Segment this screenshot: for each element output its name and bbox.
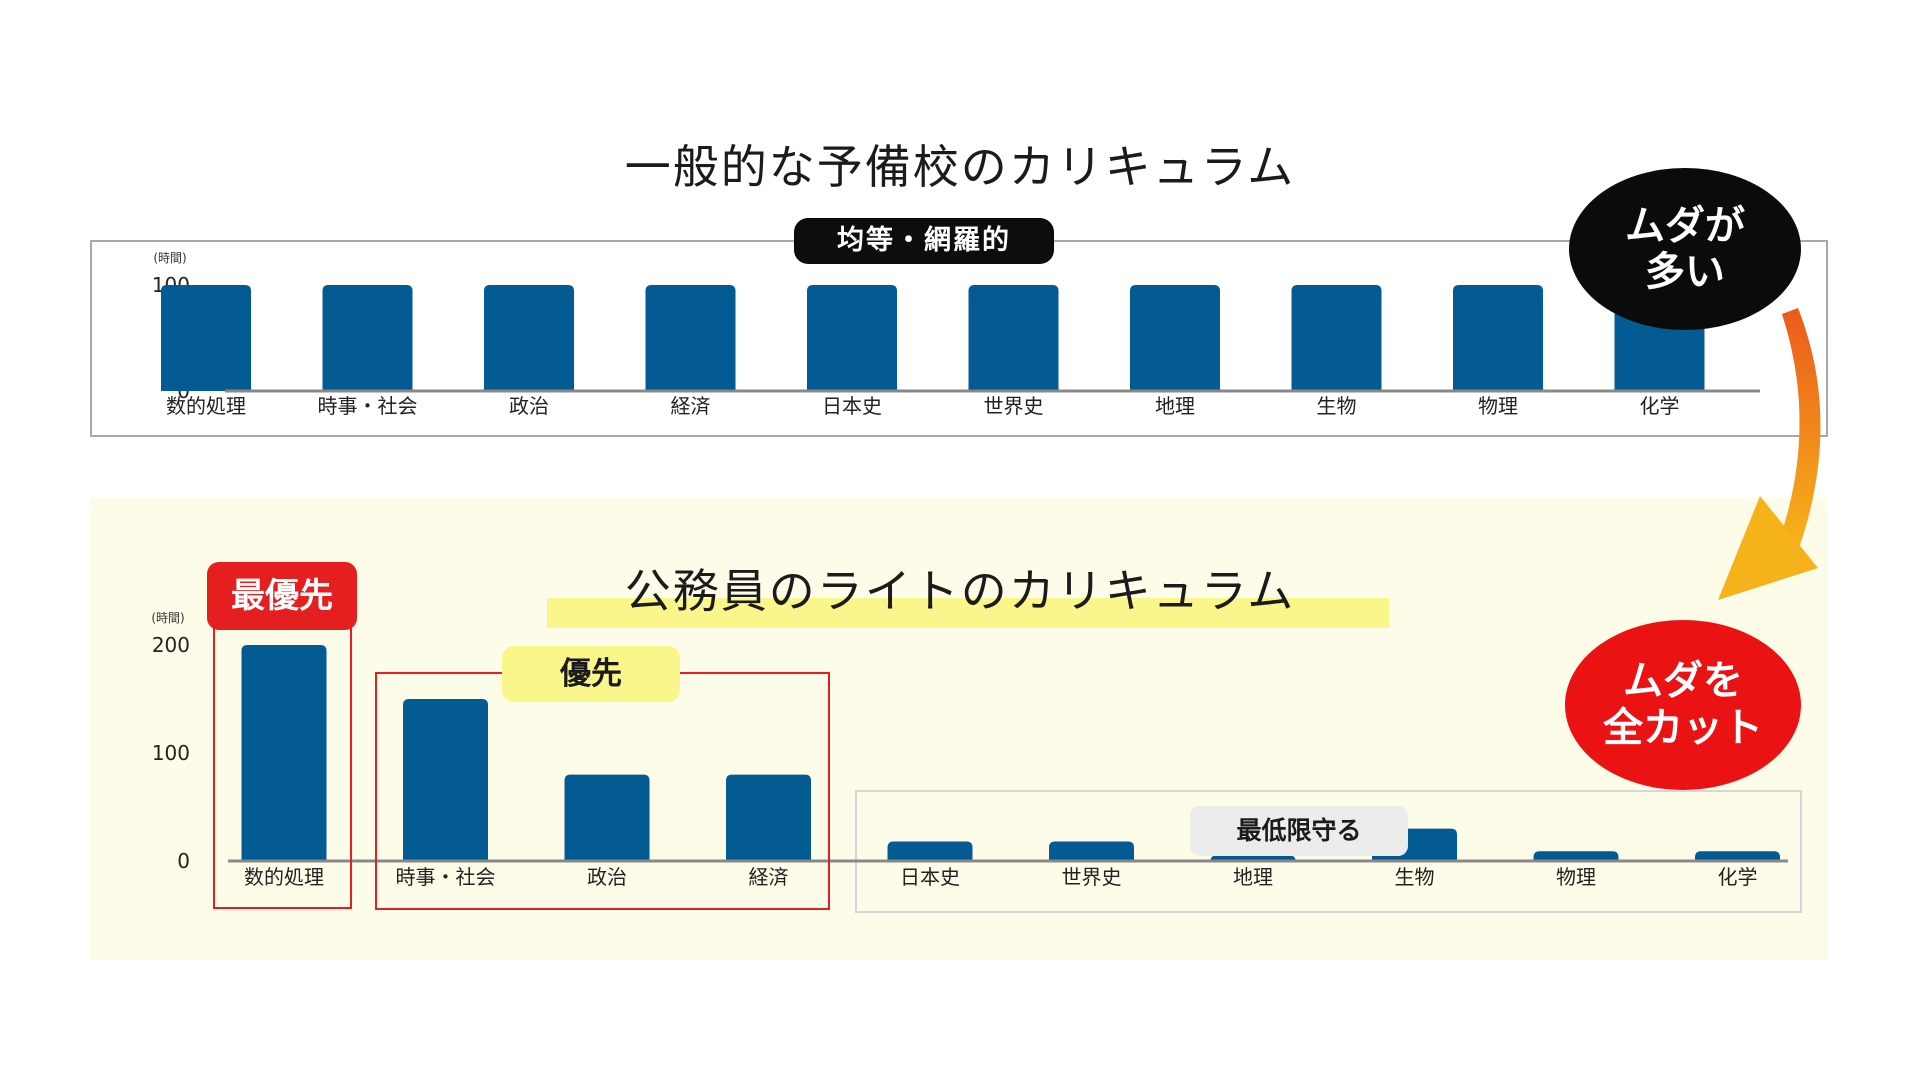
top-chart-title: 一般的な予備校のカリキュラム (624, 140, 1296, 194)
chart-0-unit-label: (時間) (153, 251, 186, 265)
chart-0-bar-6 (1130, 285, 1220, 391)
cut-bubble-line1: ムダを (1623, 657, 1743, 704)
chart-1-bar-4 (887, 841, 973, 861)
chart-1-xtick-8: 物理 (1556, 865, 1596, 889)
chart-0-bar-3 (645, 285, 736, 391)
chart-1-xtick-1: 時事・社会 (396, 865, 496, 889)
chart-1-xtick-5: 世界史 (1062, 865, 1122, 889)
equal-coverage-pill: 均等・網羅的 (794, 218, 1054, 264)
bottom-chart-panel (90, 498, 1828, 960)
chart-0-bar-4 (807, 285, 897, 391)
most-priority-badge: 最優先 (207, 562, 357, 630)
chart-1-bar-1 (403, 699, 488, 861)
chart-1-ytick-200: 200 (152, 633, 190, 657)
chart-1-ytick-0: 0 (177, 849, 190, 873)
minimum-group-box (855, 790, 1802, 913)
chart-1-ytick-100: 100 (152, 741, 190, 765)
curved-arrow-icon (1718, 308, 1821, 600)
waste-bubble-line2: 多い (1645, 249, 1725, 295)
waste-bubble: ムダが 多い (1569, 168, 1801, 330)
chart-1-xtick-4: 日本史 (900, 865, 960, 889)
chart-0-bar-7 (1291, 285, 1382, 391)
chart-0-xtick-4: 日本史 (822, 394, 882, 418)
cut-bubble-line2: 全カット (1603, 705, 1763, 751)
chart-1-xtick-7: 生物 (1395, 865, 1435, 889)
chart-1-bar-8 (1533, 851, 1619, 861)
chart-0-xtick-0: 数的処理 (166, 394, 246, 418)
chart-0-xtick-8: 物理 (1478, 394, 1518, 418)
chart-0-xtick-7: 生物 (1317, 394, 1357, 418)
waste-bubble-line1: ムダが (1625, 203, 1745, 249)
chart-1-bar-2 (564, 774, 650, 861)
chart-1-xtick-6: 地理 (1233, 865, 1273, 889)
chart-1-bar-3 (726, 774, 811, 861)
chart-1-bar-9 (1695, 851, 1780, 861)
most-priority-box (213, 627, 352, 909)
priority-box (375, 672, 830, 910)
chart-0-bar-2 (484, 285, 574, 391)
chart-0-bar-8 (1453, 285, 1543, 391)
chart-0-xtick-5: 世界史 (984, 394, 1044, 418)
cut-bubble: ムダを 全カット (1565, 620, 1801, 790)
priority-badge: 優先 (502, 646, 680, 702)
chart-1-bar-5 (1049, 841, 1134, 861)
chart-0-xtick-1: 時事・社会 (318, 394, 418, 418)
chart-1-bar-0 (241, 645, 327, 861)
chart-1-xtick-3: 経済 (749, 865, 789, 889)
chart-0-xtick-2: 政治 (509, 394, 549, 418)
minimum-badge: 最低限守る (1190, 806, 1408, 856)
chart-1-unit-label: (時間) (151, 611, 184, 625)
title-highlight (547, 598, 1389, 628)
chart-0-bar-0 (161, 285, 251, 391)
chart-1-xtick-0: 数的処理 (244, 865, 324, 889)
chart-0-xtick-6: 地理 (1155, 394, 1195, 418)
chart-0-xtick-9: 化学 (1640, 394, 1680, 418)
bottom-chart-title: 公務員のライトのカリキュラム (624, 564, 1296, 618)
chart-0-xtick-3: 経済 (671, 394, 711, 418)
chart-0-bar-1 (322, 285, 413, 391)
chart-1-xtick-9: 化学 (1718, 865, 1758, 889)
chart-1-xtick-2: 政治 (587, 865, 627, 889)
chart-0-bar-5 (968, 285, 1059, 391)
